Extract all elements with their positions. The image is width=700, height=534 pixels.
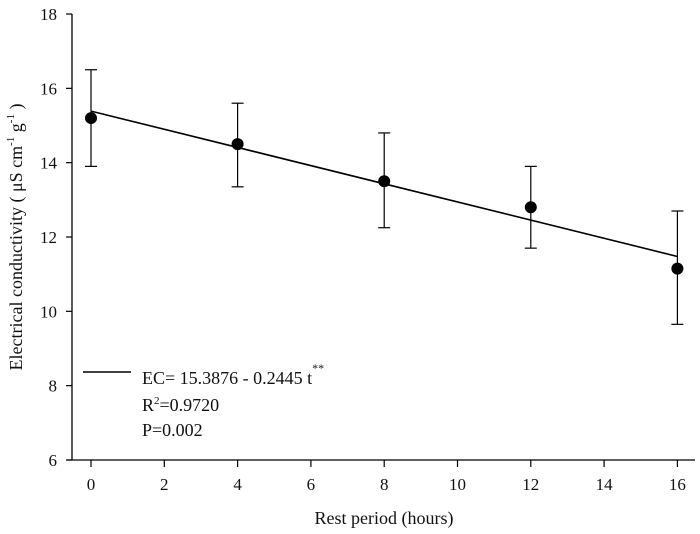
y-axis-label: Electrical conductivity ( μS cm-1 g-1 ) (5, 104, 27, 371)
x-tick-label: 2 (160, 475, 169, 494)
y-tick-label: 16 (40, 79, 57, 98)
x-tick-label: 4 (233, 475, 242, 494)
x-tick-label: 14 (596, 475, 614, 494)
y-tick-label: 12 (40, 228, 57, 247)
x-axis-label: Rest period (hours) (315, 508, 454, 529)
legend-equation: EC= 15.3876 - 0.2445 t** (142, 361, 324, 388)
y-tick-label: 6 (49, 451, 58, 470)
legend-p-value: P=0.002 (142, 420, 203, 440)
x-tick-label: 8 (380, 475, 389, 494)
x-tick-label: 16 (669, 475, 686, 494)
x-tick-label: 12 (522, 475, 539, 494)
data-point (85, 112, 97, 125)
legend-r2: R2=0.9720 (142, 395, 219, 415)
data-point (671, 262, 684, 275)
y-tick-label: 10 (40, 302, 57, 321)
data-point (231, 138, 244, 151)
x-tick-label: 0 (87, 475, 96, 494)
x-tick-label: 10 (449, 475, 466, 494)
legend: EC= 15.3876 - 0.2445 t** R2=0.9720 P=0.0… (83, 361, 324, 440)
y-tick-label: 14 (40, 154, 58, 173)
y-tick-label: 8 (49, 377, 58, 396)
data-point (524, 201, 537, 214)
x-tick-label: 6 (307, 475, 316, 494)
data-point (378, 175, 391, 188)
y-tick-label: 18 (40, 5, 57, 24)
